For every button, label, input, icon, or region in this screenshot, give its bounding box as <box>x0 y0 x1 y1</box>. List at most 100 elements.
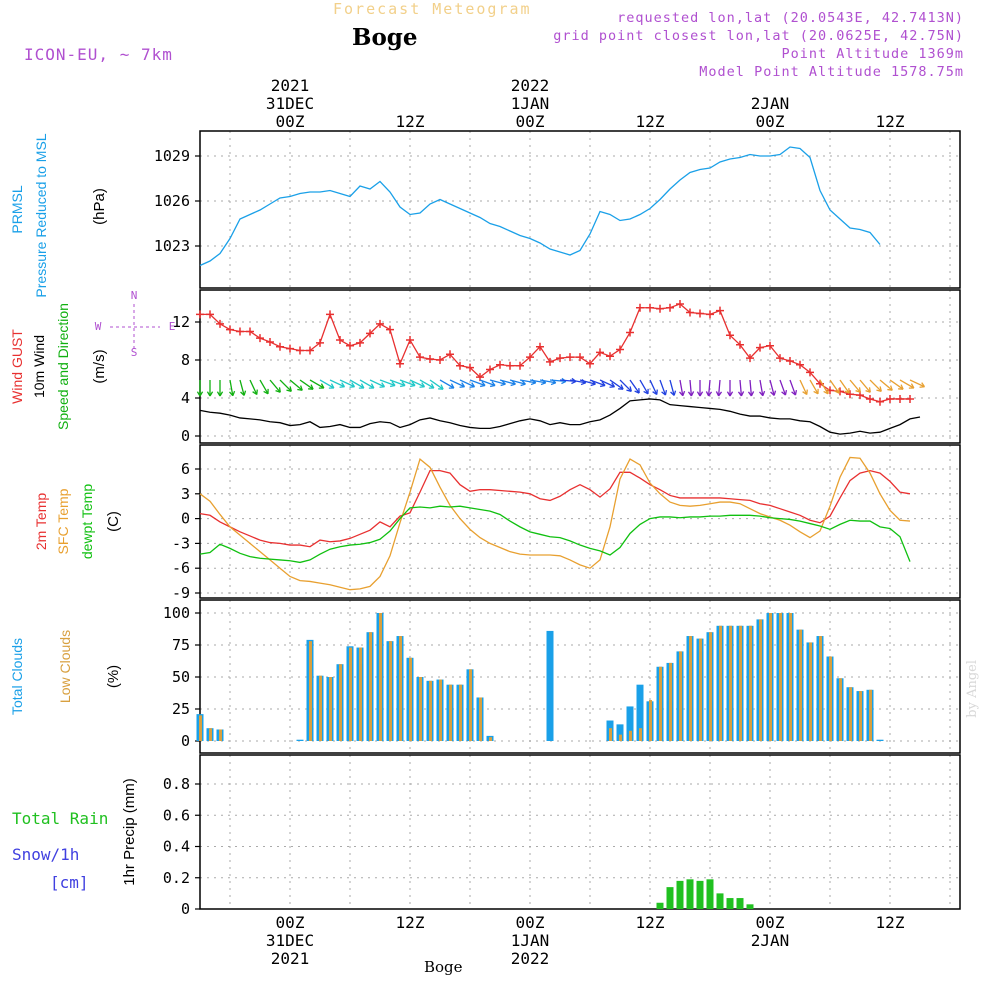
y-tick-label: 6 <box>181 460 190 478</box>
wind-arrow-head <box>297 385 303 391</box>
bar <box>379 613 382 741</box>
bar <box>296 739 304 741</box>
panel-label: Pressure Reduced to MSL <box>33 133 49 297</box>
compass-rose <box>110 304 160 352</box>
gust-marker <box>826 386 834 395</box>
time-label-top: 2021 <box>271 76 310 95</box>
grid-point-coords: grid point closest lon,lat (20.0625E, 42… <box>553 28 964 44</box>
wind-arrow <box>739 379 743 396</box>
gust-marker <box>446 350 454 359</box>
wind-arrow-head <box>318 383 325 389</box>
gust-marker <box>536 342 544 351</box>
wind-arrow <box>419 379 435 389</box>
wind-arrow <box>769 379 775 396</box>
gust-marker <box>896 394 904 403</box>
panel-label: 10m Wind <box>31 335 47 398</box>
meteogram-title: Forecast Meteogram <box>333 0 532 18</box>
wind-arrow-head <box>898 384 904 390</box>
y-tick-label: 4 <box>181 389 190 407</box>
time-label-top: 00Z <box>756 112 785 131</box>
wind-arrow <box>779 379 787 396</box>
wind-arrow-head <box>490 381 496 388</box>
wind-arrow-head <box>469 382 476 388</box>
bar <box>389 641 392 741</box>
y-tick-label: 1029 <box>154 147 190 165</box>
bar <box>689 636 692 741</box>
bar <box>719 625 722 741</box>
wind-arrow <box>579 379 596 385</box>
gust-marker <box>796 360 804 369</box>
wind-arrow <box>909 379 925 388</box>
panel-label: dewpt Temp <box>79 484 95 559</box>
gust-marker <box>386 325 394 334</box>
gust-marker <box>766 341 774 350</box>
bar <box>686 879 694 909</box>
bar <box>329 677 332 741</box>
panel-label: (hPa) <box>91 188 108 225</box>
time-label-bottom: 00Z <box>756 913 785 932</box>
wind-arrow <box>439 379 455 389</box>
model-point-altitude: Model Point Altitude 1578.75m <box>699 64 964 80</box>
panel-temperature: -9 -6 -3 0 3 6 2m Temp SFC Temp dewpt Temp (C) <box>33 444 961 602</box>
wind-arrow <box>369 379 385 388</box>
gust-marker <box>216 319 224 328</box>
time-label-bottom: 00Z <box>276 913 305 932</box>
wind-arrow-head <box>390 381 396 388</box>
time-label-bottom: 2021 <box>271 949 310 968</box>
wind-arrow-head <box>618 384 624 390</box>
wind-arrow <box>479 379 496 387</box>
wind-arrow <box>389 379 406 387</box>
y-tick-label: 1023 <box>154 237 190 255</box>
compass-label: W <box>95 320 102 333</box>
panel-frame <box>199 599 961 754</box>
bar <box>616 724 624 741</box>
bar <box>676 880 684 909</box>
wind-arrow-head <box>240 390 247 396</box>
bar <box>696 880 704 909</box>
wind-arrow <box>809 379 819 395</box>
gust-marker <box>266 337 274 346</box>
bar <box>859 691 862 741</box>
wind-arrow-head <box>715 391 723 397</box>
wind-arrow <box>499 379 516 385</box>
wind-arrow <box>609 379 624 390</box>
wind-arrow-head <box>609 382 616 388</box>
time-label-bottom: 1JAN <box>511 931 550 950</box>
bar <box>716 893 724 909</box>
wind-arrow-head <box>438 384 444 390</box>
panel-label: Snow/1h <box>12 845 79 864</box>
wind-arrow-head <box>459 382 466 388</box>
y-tick-label: 8 <box>181 351 190 369</box>
series-low-clouds <box>199 613 872 741</box>
bar <box>759 619 762 741</box>
bar <box>209 728 212 741</box>
wind-arrow <box>309 379 325 389</box>
compass-label: E <box>169 320 176 333</box>
panel-frame <box>199 444 961 599</box>
gust-marker <box>746 354 754 363</box>
y-tick-label: 75 <box>172 636 190 654</box>
y-tick-label: 0 <box>181 732 190 750</box>
y-tick-label: 0.8 <box>163 775 190 793</box>
time-label-bottom: 12Z <box>876 913 905 932</box>
wind-arrow <box>529 379 546 384</box>
gust-marker <box>546 357 554 366</box>
series-sfc-temp <box>199 456 911 591</box>
bar <box>876 739 884 741</box>
wind-arrow-head <box>865 387 871 393</box>
bar <box>626 706 634 741</box>
gust-marker <box>686 308 694 317</box>
y-tick-label: 1026 <box>154 192 190 210</box>
compass-label: N <box>131 289 138 302</box>
bar <box>869 689 872 741</box>
y-tick-label: 0 <box>181 900 190 918</box>
time-label-bottom: 00Z <box>516 913 545 932</box>
wind-arrow <box>589 379 606 387</box>
wind-arrow <box>569 379 586 384</box>
wind-arrow <box>259 379 269 395</box>
wind-arrow-head <box>661 390 668 396</box>
wind-arrow <box>659 379 667 396</box>
gust-marker <box>906 394 914 403</box>
wind-arrow <box>319 379 335 389</box>
y-tick-label: 25 <box>172 700 190 718</box>
